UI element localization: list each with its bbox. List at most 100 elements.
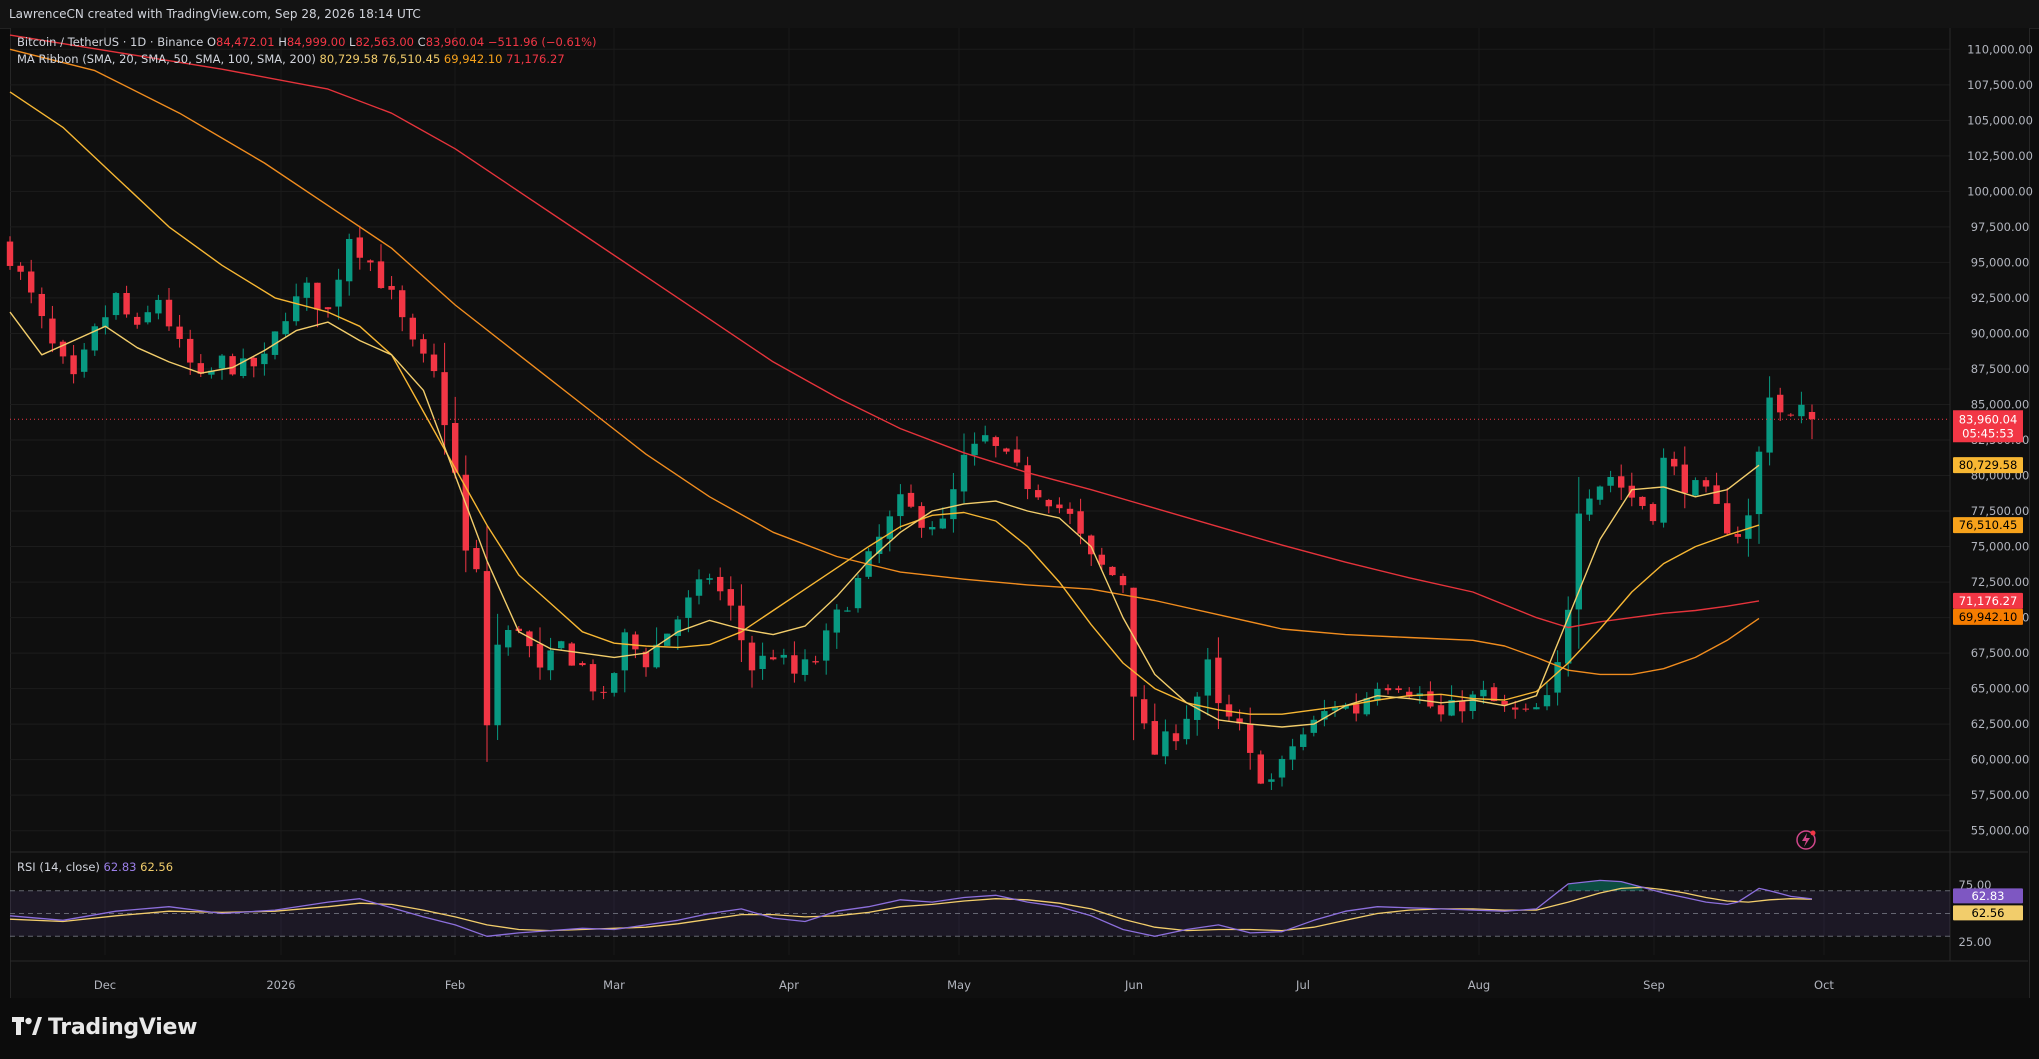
candle-body[interactable]: [282, 321, 289, 335]
candle-body[interactable]: [1183, 718, 1190, 740]
candle-body[interactable]: [505, 629, 512, 648]
candle-body[interactable]: [1512, 707, 1519, 710]
candle-body[interactable]: [250, 357, 257, 367]
candle-body[interactable]: [982, 435, 989, 442]
chart-frame[interactable]: [10, 28, 2030, 998]
candle-body[interactable]: [91, 326, 98, 351]
candle-body[interactable]: [356, 237, 363, 258]
candle-body[interactable]: [1278, 758, 1286, 778]
candle-body[interactable]: [1734, 533, 1741, 537]
candle-body[interactable]: [123, 292, 130, 315]
candle-body[interactable]: [1289, 746, 1296, 760]
candle-body[interactable]: [324, 307, 332, 310]
candle-body[interactable]: [1045, 499, 1052, 507]
candle-body[interactable]: [1469, 694, 1476, 712]
candle-body[interactable]: [1692, 480, 1699, 496]
candle-body[interactable]: [632, 634, 639, 650]
candle-body[interactable]: [1808, 411, 1816, 420]
candle-body[interactable]: [854, 577, 862, 609]
candle-body[interactable]: [823, 630, 830, 661]
candle-body[interactable]: [1162, 731, 1169, 757]
candle-body[interactable]: [1543, 695, 1551, 707]
candle-body[interactable]: [1141, 699, 1148, 724]
candle-body[interactable]: [49, 318, 56, 344]
candle-body[interactable]: [1342, 704, 1349, 709]
candle-body[interactable]: [1554, 662, 1561, 693]
candle-body[interactable]: [1056, 504, 1063, 509]
candle-body[interactable]: [1798, 404, 1805, 417]
candle-body[interactable]: [1649, 504, 1657, 522]
candle-body[interactable]: [568, 643, 575, 666]
candle-body[interactable]: [1480, 689, 1487, 697]
candle-body[interactable]: [452, 422, 459, 473]
candle-body[interactable]: [367, 260, 374, 263]
candle-body[interactable]: [1755, 451, 1763, 515]
candle-body[interactable]: [939, 518, 946, 529]
candle-body[interactable]: [1639, 496, 1646, 506]
rsi-legend[interactable]: RSI (14, close) 62.83 62.56: [17, 860, 173, 874]
candle-body[interactable]: [738, 605, 745, 641]
candle-body[interactable]: [918, 506, 925, 528]
candle-body[interactable]: [971, 443, 978, 456]
candle-body[interactable]: [483, 571, 491, 726]
candle-body[interactable]: [1713, 485, 1720, 504]
candle-body[interactable]: [17, 265, 24, 272]
candle-body[interactable]: [462, 474, 469, 551]
candle-body[interactable]: [6, 241, 14, 266]
candle-body[interactable]: [1395, 688, 1402, 691]
candle-body[interactable]: [1533, 707, 1540, 710]
candle-body[interactable]: [1745, 515, 1752, 539]
candle-body[interactable]: [1374, 688, 1381, 701]
candle-body[interactable]: [1427, 691, 1434, 707]
candle-body[interactable]: [992, 437, 999, 446]
candle-body[interactable]: [1172, 733, 1180, 742]
candle-body[interactable]: [960, 454, 968, 492]
candle-body[interactable]: [770, 657, 777, 660]
candle-body[interactable]: [1024, 465, 1031, 490]
candle-body[interactable]: [1353, 704, 1360, 714]
candle-body[interactable]: [494, 644, 501, 726]
candle-body[interactable]: [1151, 721, 1158, 755]
candle-body[interactable]: [441, 372, 448, 426]
candle-body[interactable]: [1236, 718, 1243, 724]
candle-body[interactable]: [727, 589, 734, 606]
candle-body[interactable]: [695, 579, 703, 596]
candle-body[interactable]: [748, 642, 756, 671]
candle-body[interactable]: [1660, 457, 1667, 523]
candle-body[interactable]: [240, 358, 247, 377]
candle-body[interactable]: [388, 285, 395, 290]
candle-body[interactable]: [473, 548, 480, 570]
candle-body[interactable]: [833, 609, 840, 633]
candle-body[interactable]: [558, 641, 565, 649]
candle-body[interactable]: [1490, 687, 1498, 702]
candle-body[interactable]: [611, 673, 618, 693]
candle-body[interactable]: [1300, 734, 1307, 747]
candle-body[interactable]: [1565, 609, 1572, 664]
candle-body[interactable]: [1459, 701, 1466, 712]
candle-body[interactable]: [1384, 688, 1392, 691]
candle-body[interactable]: [134, 316, 141, 325]
candle-body[interactable]: [1618, 476, 1625, 488]
ma-ribbon-legend-row[interactable]: MA Ribbon (SMA, 20, SMA, 50, SMA, 100, S…: [17, 51, 597, 68]
candle-body[interactable]: [950, 489, 957, 520]
candle-body[interactable]: [346, 238, 353, 282]
candle-body[interactable]: [399, 290, 406, 318]
candle-body[interactable]: [1268, 779, 1275, 782]
candle-body[interactable]: [1013, 449, 1021, 463]
candle-body[interactable]: [314, 282, 321, 310]
candle-body[interactable]: [1575, 513, 1582, 610]
candle-body[interactable]: [579, 663, 586, 666]
price-chart[interactable]: 110,000.00 107,500.00 105,000.00 102,500.00…: [0, 0, 2039, 1000]
candle-body[interactable]: [1257, 754, 1264, 784]
candle-body[interactable]: [303, 282, 310, 298]
candle-body[interactable]: [780, 654, 787, 658]
candle-body[interactable]: [28, 271, 35, 293]
candle-body[interactable]: [1035, 490, 1042, 498]
candle-body[interactable]: [685, 597, 692, 618]
candle-body[interactable]: [1310, 719, 1317, 733]
candle-body[interactable]: [515, 628, 522, 632]
candle-body[interactable]: [791, 655, 798, 674]
candle-body[interactable]: [1766, 397, 1773, 453]
candle-body[interactable]: [261, 353, 268, 365]
candle-body[interactable]: [526, 631, 533, 647]
